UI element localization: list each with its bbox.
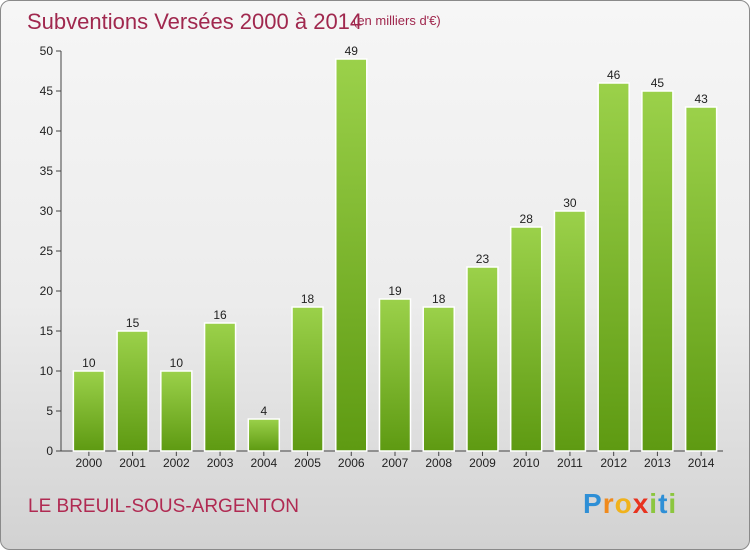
bar-2003 bbox=[203, 322, 237, 452]
data-label-2006: 49 bbox=[345, 44, 359, 58]
y-tick-label: 20 bbox=[40, 284, 54, 298]
chart-subtitle: (en milliers d'€) bbox=[353, 13, 441, 28]
y-tick-label: 30 bbox=[40, 204, 54, 218]
x-tick-label: 2008 bbox=[425, 456, 452, 470]
bar-2012 bbox=[597, 82, 630, 452]
logo-letter: P bbox=[583, 488, 603, 519]
data-label-2010: 28 bbox=[520, 212, 534, 226]
data-label-2007: 19 bbox=[388, 284, 402, 298]
y-tick-label: 15 bbox=[40, 324, 54, 338]
x-tick-label: 2000 bbox=[76, 456, 103, 470]
x-tick-label: 2014 bbox=[688, 456, 715, 470]
bar-2000 bbox=[72, 370, 106, 452]
logo-letter: r bbox=[602, 488, 615, 519]
bar-2008 bbox=[422, 306, 455, 452]
data-label-2002: 10 bbox=[170, 356, 184, 370]
x-tick-label: 2004 bbox=[250, 456, 277, 470]
bar-2009 bbox=[466, 266, 499, 452]
data-label-2005: 18 bbox=[301, 292, 315, 306]
bar-2004 bbox=[247, 418, 281, 452]
data-label-2001: 15 bbox=[126, 316, 140, 330]
x-tick-label: 2005 bbox=[294, 456, 321, 470]
data-label-2011: 30 bbox=[563, 196, 577, 210]
y-tick-label: 10 bbox=[40, 364, 54, 378]
data-label-2012: 46 bbox=[607, 68, 621, 82]
bar-2006 bbox=[335, 58, 368, 452]
y-tick-label: 35 bbox=[40, 164, 54, 178]
logo-letter: o bbox=[614, 488, 633, 519]
data-label-2004: 4 bbox=[260, 404, 267, 418]
bar-2014 bbox=[684, 106, 718, 452]
axes: 0 5 10 15 20 25 30 35 40 45 50 2000 2001 2002 2003 2004… bbox=[40, 44, 723, 470]
logo-letter: i bbox=[668, 488, 678, 519]
bar-2002 bbox=[160, 370, 193, 452]
x-tick-label: 2001 bbox=[119, 456, 146, 470]
data-label-2000: 10 bbox=[82, 356, 96, 370]
bar-2010 bbox=[509, 226, 543, 452]
x-tick-label: 2007 bbox=[382, 456, 409, 470]
x-tick-label: 2013 bbox=[644, 456, 671, 470]
y-tick-label: 45 bbox=[40, 84, 54, 98]
x-tick-label: 2003 bbox=[207, 456, 234, 470]
commune-name: LE BREUIL-SOUS-ARGENTON bbox=[28, 496, 299, 517]
logo-letter: x bbox=[632, 488, 650, 519]
logo-letter: t bbox=[658, 488, 669, 519]
bar-2011 bbox=[553, 210, 587, 452]
data-label-2013: 45 bbox=[651, 76, 665, 90]
bar-2001 bbox=[116, 330, 149, 452]
x-tick-label: 2012 bbox=[600, 456, 627, 470]
y-tick-label: 25 bbox=[40, 244, 54, 258]
y-tick-label: 50 bbox=[40, 44, 54, 58]
data-label-2008: 18 bbox=[432, 292, 446, 306]
data-label-2009: 23 bbox=[476, 252, 490, 266]
proxiti-logo: Proxiti bbox=[583, 488, 677, 520]
y-tick-label: 0 bbox=[46, 444, 53, 458]
logo-letter: i bbox=[649, 488, 659, 519]
x-tick-label: 2011 bbox=[557, 456, 583, 470]
x-tick-label: 2002 bbox=[163, 456, 190, 470]
data-label-2003: 16 bbox=[213, 308, 227, 322]
x-tick-label: 2010 bbox=[513, 456, 540, 470]
labels-group: 10 15 10 16 4 18 49 19 18 23 28 30 46 45 43 bbox=[82, 44, 708, 418]
y-tick-label: 40 bbox=[40, 124, 54, 138]
bar-2007 bbox=[378, 298, 412, 452]
data-label-2014: 43 bbox=[694, 92, 708, 106]
bars-group bbox=[72, 58, 718, 452]
x-tick-label: 2006 bbox=[338, 456, 365, 470]
x-tick-label: 2009 bbox=[469, 456, 496, 470]
y-tick-label: 5 bbox=[46, 404, 53, 418]
bar-2013 bbox=[641, 90, 674, 452]
bar-2005 bbox=[291, 306, 324, 452]
chart-title: Subventions Versées 2000 à 2014 bbox=[27, 9, 363, 34]
